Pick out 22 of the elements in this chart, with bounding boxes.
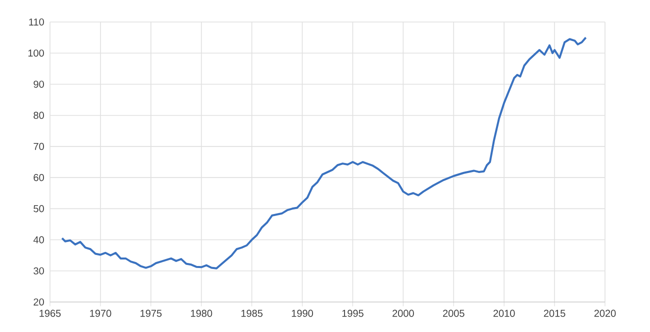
- y-tick-label: 80: [34, 112, 44, 119]
- x-tick-label: 2015: [544, 310, 566, 317]
- y-tick-label: 90: [34, 80, 44, 88]
- x-tick-label: 2020: [594, 310, 616, 317]
- y-tick-label: 40: [33, 236, 44, 244]
- x-tick-label: 1980: [191, 310, 212, 317]
- x-tick-label: 2000: [392, 310, 414, 317]
- x-tick-label: 1995: [342, 310, 364, 317]
- y-tick-label: 110: [29, 18, 44, 26]
- y-tick-label: 30: [34, 267, 44, 274]
- x-tick-label: 2010: [493, 310, 515, 317]
- x-tick-label: 2005: [443, 310, 464, 317]
- x-tick-label: 1970: [90, 310, 112, 317]
- x-tick-label: 1965: [40, 310, 61, 317]
- y-tick-label: 60: [34, 174, 44, 182]
- x-tick-label: 1975: [140, 310, 162, 317]
- y-tick-label: 100: [28, 50, 44, 57]
- x-tick-label: 1990: [292, 310, 314, 317]
- y-tick-label: 50: [34, 205, 44, 212]
- y-tick-label: 70: [34, 142, 44, 150]
- y-tick-label: 20: [34, 298, 44, 306]
- x-tick-label: 1985: [241, 310, 263, 317]
